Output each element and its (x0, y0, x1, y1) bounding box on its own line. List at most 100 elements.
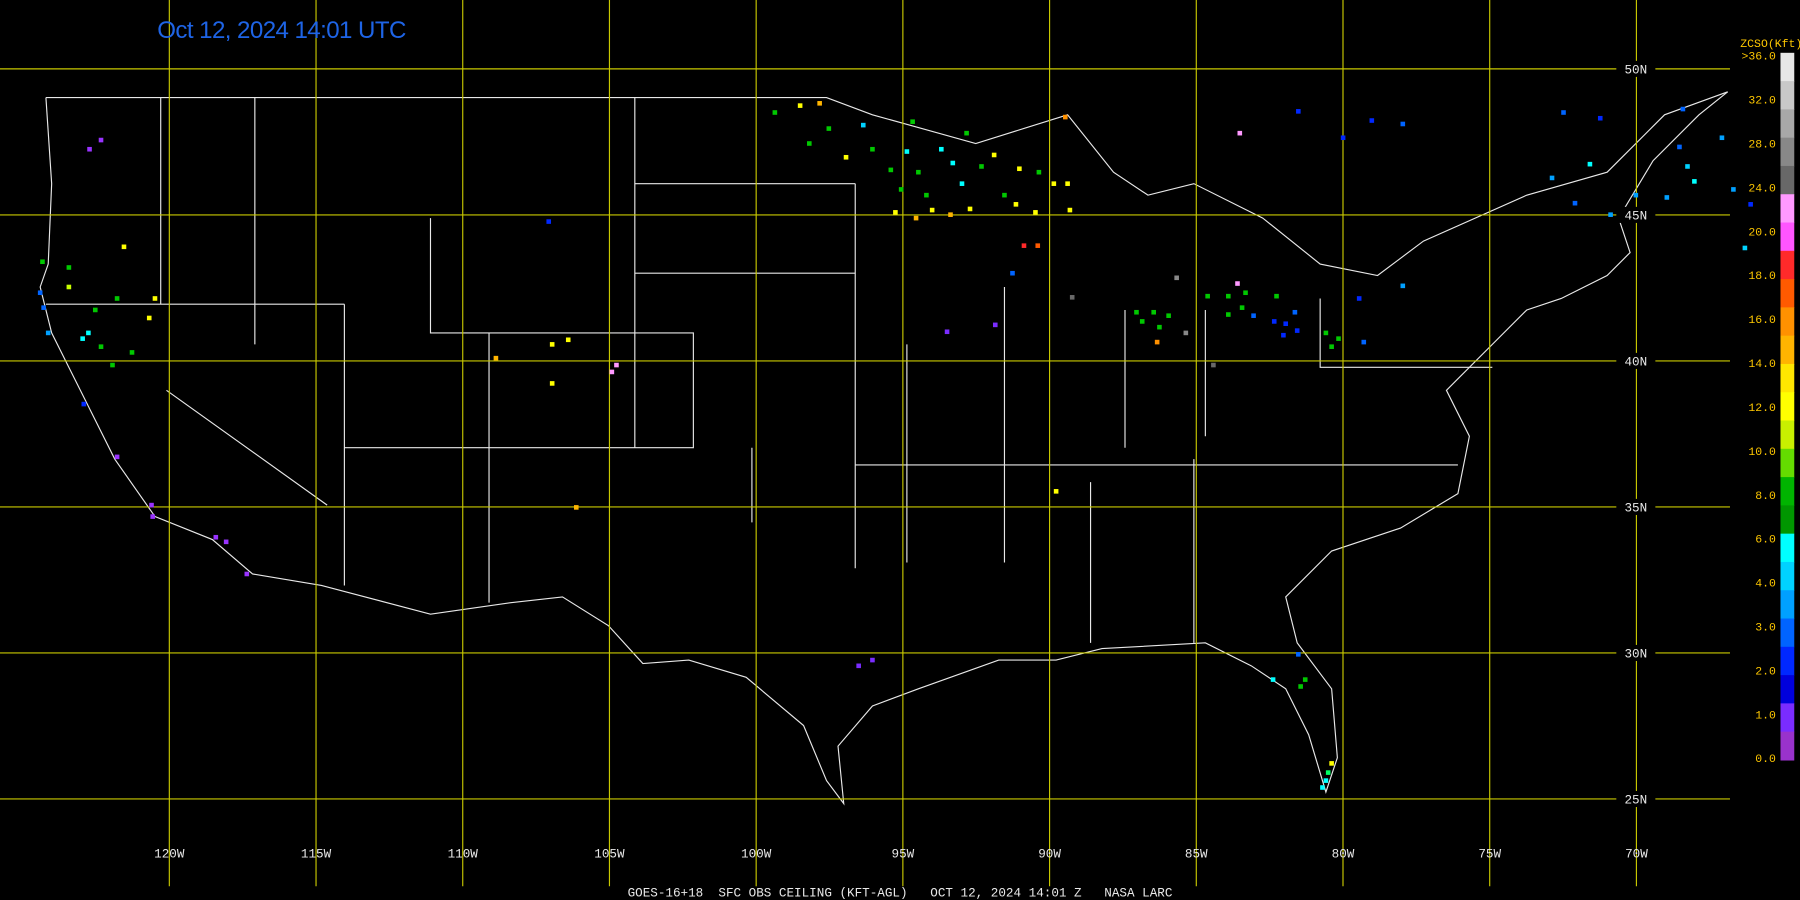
station-dot (98, 137, 104, 143)
legend-label: 16.0 (1748, 314, 1776, 327)
legend-swatch (1780, 675, 1795, 704)
legend-swatch (1780, 590, 1795, 620)
station-dot (1151, 309, 1156, 315)
station-dot (114, 296, 120, 301)
station-dot (609, 369, 615, 375)
longitude-label: 80W (1332, 847, 1355, 862)
station-dot (924, 192, 929, 198)
station-dot (870, 146, 875, 152)
station-dot (150, 514, 155, 519)
station-dot (1157, 324, 1162, 330)
station-dot (66, 265, 72, 270)
station-dot (1065, 181, 1070, 186)
station-dot (80, 336, 85, 341)
label-backdrop (1616, 206, 1656, 223)
title: Oct 12, 2024 14:01 UTC (157, 17, 406, 44)
station-dot (1154, 339, 1160, 345)
station-dot (1608, 212, 1613, 217)
longitude-label: 85W (1185, 847, 1208, 862)
legend-label: 10.0 (1748, 446, 1776, 459)
station-dot (1680, 106, 1686, 112)
station-dot (1067, 207, 1073, 213)
station-dot (1294, 328, 1300, 333)
station-dot (1270, 677, 1276, 682)
station-dot (991, 152, 997, 158)
station-dot (1296, 652, 1301, 657)
legend-swatch (1780, 703, 1795, 733)
station-dot (860, 122, 866, 128)
legend-swatch (1780, 477, 1795, 506)
station-dot (223, 539, 229, 545)
station-dot (1340, 135, 1346, 141)
station-dot (797, 103, 803, 108)
legend-label: 28.0 (1748, 139, 1776, 152)
label-backdrop (1616, 790, 1656, 808)
station-dot (772, 110, 778, 115)
latitude-label: 35N (1624, 501, 1647, 516)
station-dot (1010, 270, 1015, 276)
station-dot (129, 350, 135, 355)
station-dot (1549, 175, 1555, 181)
station-dot (817, 101, 822, 106)
station-dot (549, 381, 555, 386)
station-dot (1597, 115, 1603, 121)
station-dot (86, 330, 91, 336)
station-dot (1139, 319, 1145, 324)
station-dot (110, 362, 115, 368)
station-dot (1035, 243, 1041, 248)
station-dot (1053, 489, 1059, 494)
station-dot (893, 210, 898, 215)
station-dot (98, 344, 104, 349)
legend-label: 24.0 (1748, 182, 1776, 195)
station-dot (1298, 684, 1303, 689)
station-dot (573, 505, 579, 510)
station-dot (81, 401, 87, 407)
legend-swatch (1780, 420, 1795, 450)
station-dot (904, 149, 910, 154)
station-dot (1033, 210, 1038, 215)
station-dot (898, 187, 904, 192)
station-dot (948, 212, 953, 217)
station-dot (939, 146, 944, 152)
legend-swatch (1780, 618, 1795, 648)
station-dot (1400, 283, 1406, 289)
station-dot (1719, 135, 1725, 141)
station-dot (1664, 195, 1670, 200)
station-dot (1134, 309, 1139, 315)
boundaries (39, 91, 1729, 806)
longitude-label: 100W (741, 847, 772, 862)
station-dot (913, 215, 919, 221)
label-backdrop (1616, 352, 1656, 369)
station-dot (1063, 114, 1068, 120)
station-dot (910, 119, 915, 124)
station-dot (1069, 295, 1075, 300)
station-dot (1211, 362, 1216, 368)
longitude-label: 95W (892, 847, 915, 862)
legend-swatch (1780, 448, 1795, 478)
legend-swatch (1780, 109, 1795, 139)
station-dot (1572, 200, 1578, 206)
station-dot (1587, 161, 1593, 167)
station-dot (870, 657, 875, 663)
longitude-label: 70W (1625, 847, 1648, 862)
station-dot (37, 290, 43, 296)
legend-label: 1.0 (1755, 709, 1776, 722)
latitude-label: 45N (1624, 208, 1647, 223)
station-dot (1325, 770, 1331, 775)
station-dot (213, 534, 219, 540)
station-dot (114, 454, 120, 460)
station-dot (1356, 296, 1362, 301)
station-dot (92, 307, 98, 313)
station-dot (1296, 109, 1301, 114)
legend-swatch (1780, 222, 1795, 252)
legend-label: 8.0 (1755, 490, 1776, 503)
station-dot (1235, 281, 1240, 286)
station-dot (1271, 319, 1277, 324)
station-dot (1051, 181, 1057, 186)
station-dot (967, 206, 973, 212)
longitude-label: 120W (154, 847, 185, 862)
station-dot (146, 315, 152, 321)
station-dot (1021, 243, 1027, 248)
station-dot (45, 330, 51, 336)
